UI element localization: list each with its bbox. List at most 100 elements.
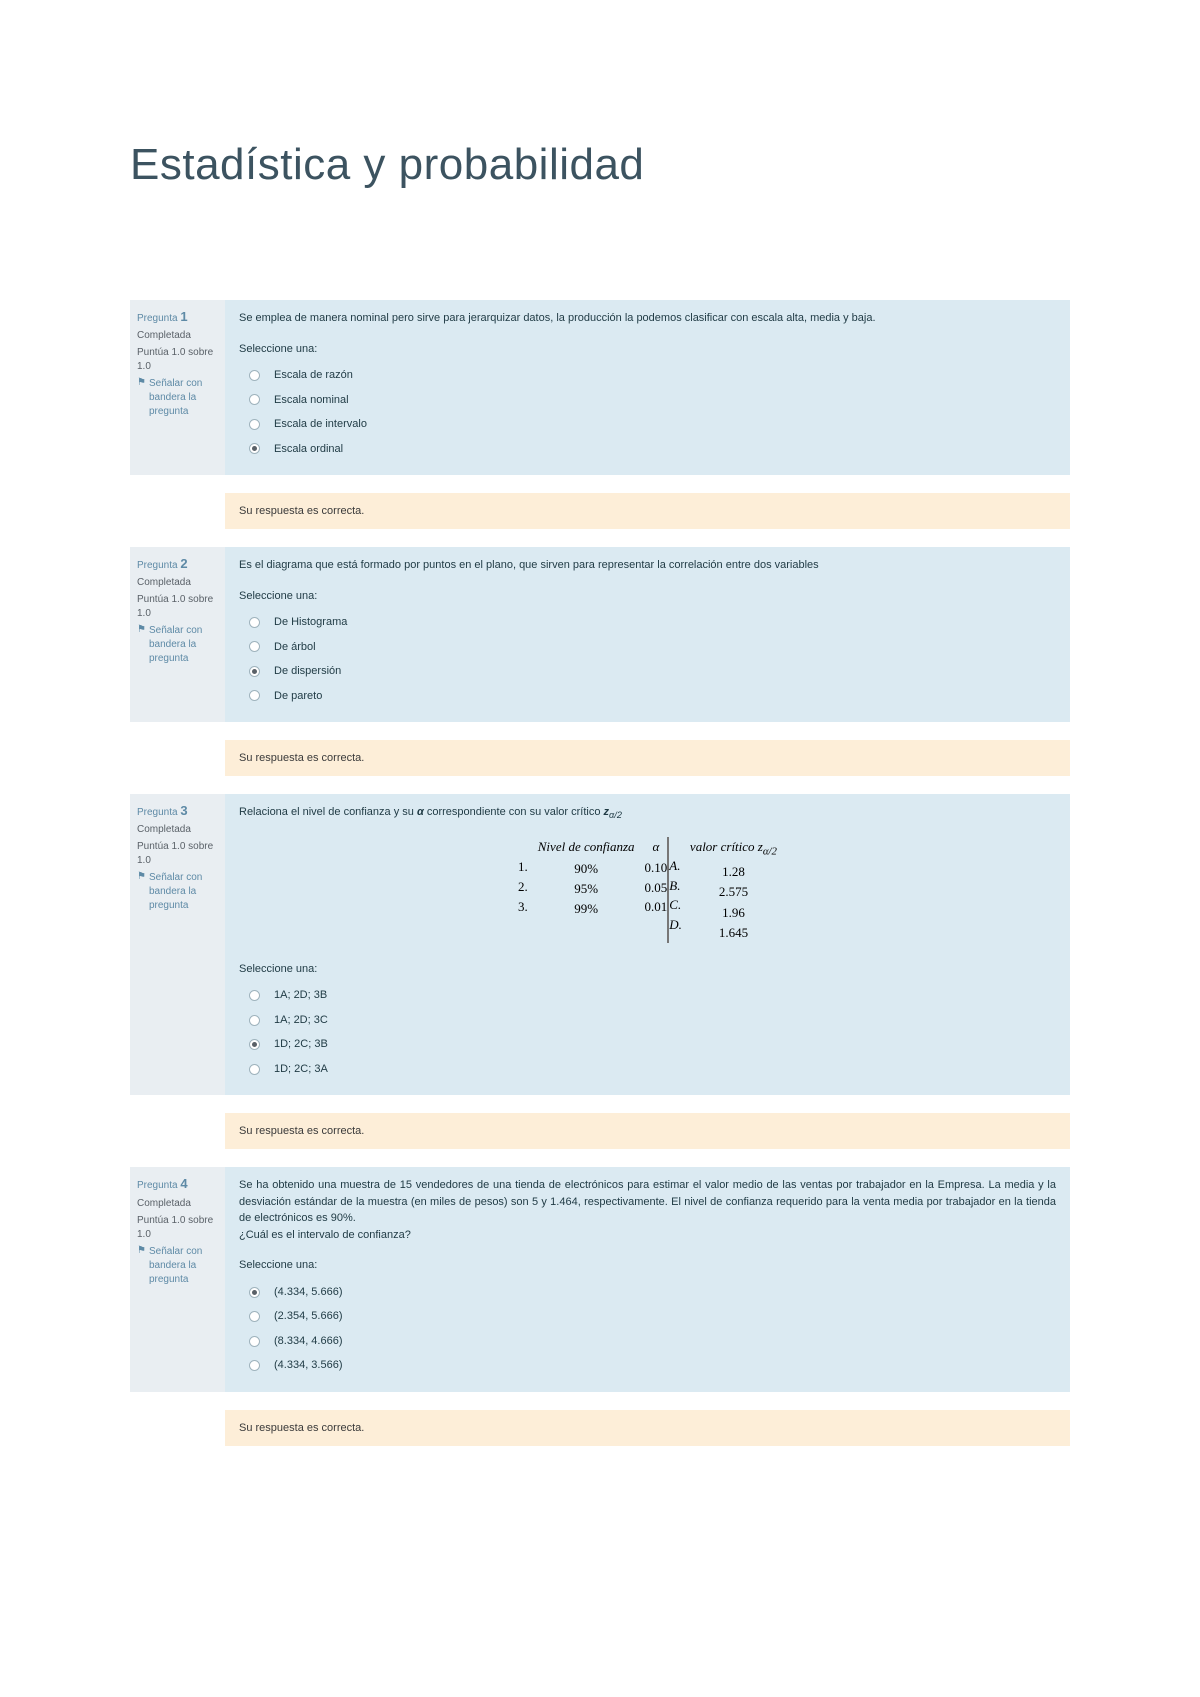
question-score: Puntúa 1.0 sobre 1.0	[137, 1214, 218, 1242]
radio-unselected-icon[interactable]	[249, 370, 260, 381]
feedback-correct: Su respuesta es correcta.	[225, 1113, 1070, 1149]
question-status: Completada	[137, 1197, 218, 1211]
question-content: Se emplea de manera nominal pero sirve p…	[225, 300, 1070, 475]
question-info: Pregunta 4 Completada Puntúa 1.0 sobre 1…	[130, 1167, 225, 1392]
radio-selected-icon[interactable]	[249, 1039, 260, 1050]
question-status: Completada	[137, 576, 218, 590]
question-content: Es el diagrama que está formado por punt…	[225, 547, 1070, 722]
option-item[interactable]: (4.334, 3.566)	[239, 1353, 1056, 1378]
option-item[interactable]: Escala nominal	[239, 388, 1056, 413]
options-list: Escala de razón Escala nominal Escala de…	[239, 363, 1056, 461]
flag-text: Señalar con bandera la pregunta	[149, 377, 218, 419]
question-block: Pregunta 4 Completada Puntúa 1.0 sobre 1…	[130, 1167, 1070, 1446]
question-info: Pregunta 2 Completada Puntúa 1.0 sobre 1…	[130, 547, 225, 722]
feedback-correct: Su respuesta es correcta.	[225, 740, 1070, 776]
flag-question-link[interactable]: ⚑ Señalar con bandera la pregunta	[137, 624, 218, 666]
radio-unselected-icon[interactable]	[249, 419, 260, 430]
option-item[interactable]: De pareto	[239, 684, 1056, 709]
radio-unselected-icon[interactable]	[249, 617, 260, 628]
radio-unselected-icon[interactable]	[249, 641, 260, 652]
flag-question-link[interactable]: ⚑ Señalar con bandera la pregunta	[137, 377, 218, 419]
option-text: 1A; 2D; 3B	[274, 987, 327, 1004]
option-text: De dispersión	[274, 663, 341, 680]
question-number: 1	[180, 309, 187, 324]
question-score: Puntúa 1.0 sobre 1.0	[137, 346, 218, 374]
question-content: Relaciona el nivel de confianza y su α c…	[225, 794, 1070, 1095]
question-prompt: Se ha obtenido una muestra de 15 vendedo…	[239, 1177, 1056, 1243]
select-one-label: Seleccione una:	[239, 1257, 1056, 1274]
option-text: Escala de intervalo	[274, 416, 367, 433]
question-label: Pregunta 4	[137, 1175, 218, 1193]
radio-unselected-icon[interactable]	[249, 1311, 260, 1322]
option-text: De árbol	[274, 639, 316, 656]
feedback-correct: Su respuesta es correcta.	[225, 1410, 1070, 1446]
question-prompt: Relaciona el nivel de confianza y su α c…	[239, 804, 1056, 823]
flag-question-link[interactable]: ⚑ Señalar con bandera la pregunta	[137, 1245, 218, 1287]
select-one-label: Seleccione una:	[239, 341, 1056, 358]
radio-unselected-icon[interactable]	[249, 1015, 260, 1026]
radio-unselected-icon[interactable]	[249, 1336, 260, 1347]
question-info: Pregunta 3 Completada Puntúa 1.0 sobre 1…	[130, 794, 225, 1095]
option-text: 1D; 2C; 3A	[274, 1061, 328, 1078]
radio-unselected-icon[interactable]	[249, 1360, 260, 1371]
feedback-correct: Su respuesta es correcta.	[225, 493, 1070, 529]
question-number: 2	[180, 556, 187, 571]
page-title: Estadística y probabilidad	[130, 140, 1070, 190]
option-text: (2.354, 5.666)	[274, 1308, 343, 1325]
question-status: Completada	[137, 823, 218, 837]
option-item[interactable]: 1D; 2C; 3B	[239, 1032, 1056, 1057]
question-block: Pregunta 2 Completada Puntúa 1.0 sobre 1…	[130, 547, 1070, 776]
option-item[interactable]: De árbol	[239, 635, 1056, 660]
question-info: Pregunta 1 Completada Puntúa 1.0 sobre 1…	[130, 300, 225, 475]
question-number: 4	[180, 1176, 187, 1191]
option-item[interactable]: 1A; 2D; 3B	[239, 983, 1056, 1008]
option-item[interactable]: (8.334, 4.666)	[239, 1329, 1056, 1354]
option-text: 1D; 2C; 3B	[274, 1036, 328, 1053]
question-score: Puntúa 1.0 sobre 1.0	[137, 593, 218, 621]
option-item[interactable]: De dispersión	[239, 659, 1056, 684]
flag-question-link[interactable]: ⚑ Señalar con bandera la pregunta	[137, 871, 218, 913]
option-text: Escala nominal	[274, 392, 349, 409]
question-score: Puntúa 1.0 sobre 1.0	[137, 840, 218, 868]
option-item[interactable]: Escala de intervalo	[239, 412, 1056, 437]
option-text: (4.334, 3.566)	[274, 1357, 343, 1374]
question-number: 3	[180, 803, 187, 818]
option-item[interactable]: 1A; 2D; 3C	[239, 1008, 1056, 1033]
option-item[interactable]: (4.334, 5.666)	[239, 1280, 1056, 1305]
option-item[interactable]: 1D; 2C; 3A	[239, 1057, 1056, 1082]
question-status: Completada	[137, 329, 218, 343]
option-item[interactable]: (2.354, 5.666)	[239, 1304, 1056, 1329]
option-text: Escala ordinal	[274, 441, 343, 458]
radio-unselected-icon[interactable]	[249, 690, 260, 701]
question-label: Pregunta 1	[137, 308, 218, 326]
radio-unselected-icon[interactable]	[249, 394, 260, 405]
question-block: Pregunta 1 Completada Puntúa 1.0 sobre 1…	[130, 300, 1070, 529]
question-prompt: Es el diagrama que está formado por punt…	[239, 557, 1056, 574]
radio-selected-icon[interactable]	[249, 443, 260, 454]
question-label: Pregunta 2	[137, 555, 218, 573]
select-one-label: Seleccione una:	[239, 961, 1056, 978]
option-item[interactable]: Escala de razón	[239, 363, 1056, 388]
flag-icon: ⚑	[137, 1246, 146, 1256]
radio-unselected-icon[interactable]	[249, 1064, 260, 1075]
option-item[interactable]: De Histograma	[239, 610, 1056, 635]
option-item[interactable]: Escala ordinal	[239, 437, 1056, 462]
option-text: De pareto	[274, 688, 322, 705]
option-text: Escala de razón	[274, 367, 353, 384]
flag-text: Señalar con bandera la pregunta	[149, 1245, 218, 1287]
option-text: (4.334, 5.666)	[274, 1284, 343, 1301]
options-list: De Histograma De árbol De dispersión De …	[239, 610, 1056, 708]
question-label: Pregunta 3	[137, 802, 218, 820]
radio-unselected-icon[interactable]	[249, 990, 260, 1001]
flag-text: Señalar con bandera la pregunta	[149, 871, 218, 913]
question-prompt: Se emplea de manera nominal pero sirve p…	[239, 310, 1056, 327]
radio-selected-icon[interactable]	[249, 666, 260, 677]
matching-table: 1.2.3. Nivel de confianza90%95%99% α0.10…	[239, 837, 1056, 943]
select-one-label: Seleccione una:	[239, 588, 1056, 605]
radio-selected-icon[interactable]	[249, 1287, 260, 1298]
flag-text: Señalar con bandera la pregunta	[149, 624, 218, 666]
option-text: (8.334, 4.666)	[274, 1333, 343, 1350]
flag-icon: ⚑	[137, 378, 146, 388]
option-text: 1A; 2D; 3C	[274, 1012, 328, 1029]
option-text: De Histograma	[274, 614, 347, 631]
